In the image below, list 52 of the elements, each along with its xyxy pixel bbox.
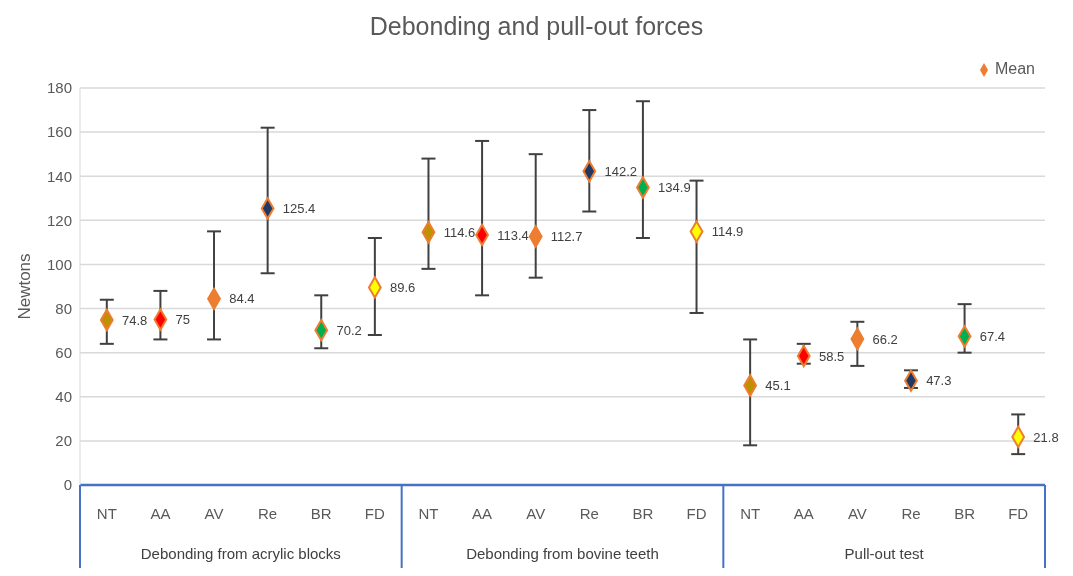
y-tick-label: 0: [63, 476, 72, 494]
data-label: 70.2: [336, 322, 362, 338]
data-label: 114.6: [443, 224, 476, 240]
data-label: 45.1: [765, 378, 791, 394]
y-tick-label: 100: [46, 255, 72, 273]
x-tick-label: FD: [686, 505, 707, 522]
data-label: 134.9: [658, 180, 691, 196]
data-label: 112.7: [550, 229, 583, 245]
data-label: 75: [175, 312, 191, 328]
x-tick-label: AV: [847, 505, 867, 522]
x-tick-label: BR: [632, 505, 654, 522]
x-tick-label: BR: [310, 505, 332, 522]
y-tick-label: 40: [55, 388, 72, 406]
text: Debonding from acrylic blocks: [140, 545, 341, 562]
data-label: 125.4: [282, 201, 316, 217]
data-label: 66.2: [872, 331, 898, 347]
data-label: 67.4: [979, 328, 1006, 344]
y-tick-label: 60: [55, 343, 72, 361]
data-label: 47.3: [926, 373, 952, 389]
y-tick-label: 180: [46, 79, 72, 97]
text: Debonding from bovine teeth: [466, 545, 659, 562]
x-tick-label: AA: [150, 505, 171, 522]
x-tick-label: AA: [472, 505, 493, 522]
x-tick-label: FD: [364, 505, 386, 522]
data-label: 58.5: [818, 348, 845, 364]
data-label: 89.6: [390, 280, 416, 295]
x-tick-label: BR: [954, 505, 976, 522]
y-tick-label: 140: [46, 167, 72, 185]
x-tick-label: AV: [526, 505, 546, 522]
data-label: 21.8: [1033, 429, 1059, 445]
x-tick-label: NT: [418, 505, 439, 522]
text: Pull-out test: [844, 545, 925, 562]
y-tick-label: 120: [46, 211, 72, 229]
y-tick-label: 80: [55, 299, 72, 317]
data-label: 114.9: [711, 224, 744, 240]
x-tick-label: NT: [96, 505, 117, 522]
y-tick-label: 160: [46, 123, 72, 141]
legend-label: Mean: [994, 60, 1035, 77]
y-axis-title: Newtons: [15, 253, 35, 320]
x-tick-label: Re: [901, 505, 921, 522]
y-tick-label: 20: [55, 432, 72, 450]
x-tick-label: Re: [258, 505, 278, 522]
data-label: 74.8: [121, 312, 148, 328]
x-tick-label: FD: [1008, 505, 1029, 522]
x-tick-label: Re: [579, 505, 599, 522]
x-tick-label: NT: [740, 505, 761, 522]
chart-title: Debonding and pull-out forces: [368, 11, 705, 42]
x-tick-label: AV: [204, 505, 224, 522]
x-tick-label: AA: [793, 505, 814, 522]
data-label: 113.4: [497, 227, 529, 243]
data-label: 142.2: [604, 163, 638, 179]
data-label: 84.4: [229, 291, 255, 307]
